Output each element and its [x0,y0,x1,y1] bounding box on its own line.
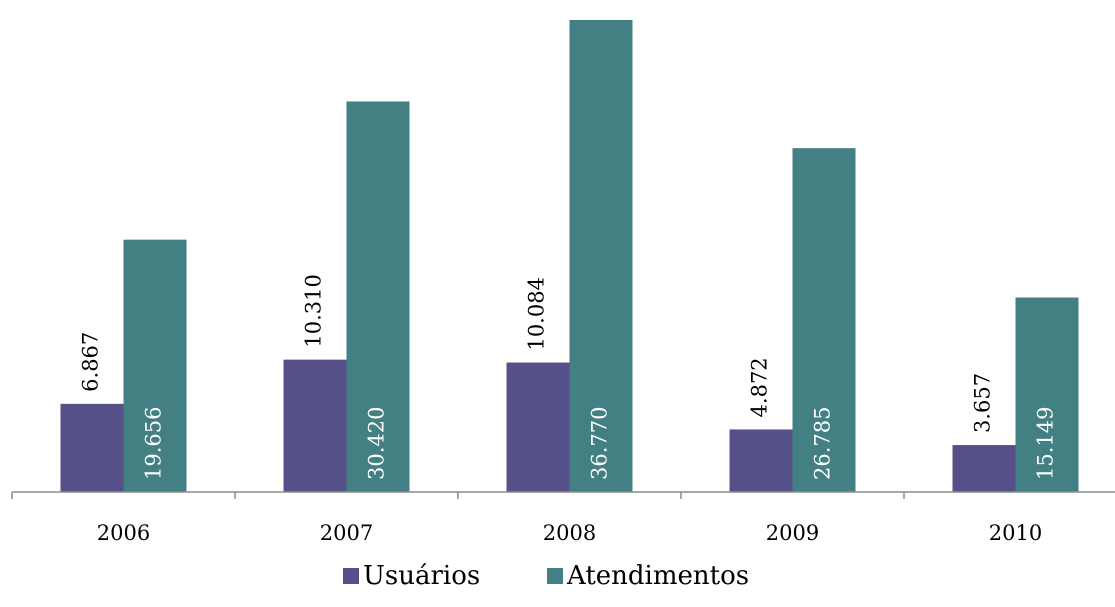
data-label-atendimentos-2006: 19.656 [142,407,166,480]
data-label-usuarios-2006: 6.867 [79,332,103,392]
legend: Usuários Atendimentos [343,561,749,591]
bar-usuarios-2007 [283,359,347,492]
x-tick-label-2010: 2010 [989,521,1042,545]
x-tick-label-2009: 2009 [766,521,819,545]
data-label-usuarios-2010: 3.657 [971,373,995,433]
x-tick-label-2008: 2008 [543,521,596,545]
data-label-atendimentos-2008: 36.770 [588,407,612,480]
legend-label-usuarios: Usuários [363,561,480,591]
x-tick-label-2007: 2007 [320,521,373,545]
bar-usuarios-2006 [60,403,124,492]
legend-label-atendimentos: Atendimentos [566,561,749,591]
data-label-atendimentos-2010: 15.149 [1034,407,1058,480]
data-label-atendimentos-2007: 30.420 [365,407,389,480]
bar-atendimentos-2010 [1015,297,1079,492]
data-label-usuarios-2007: 10.310 [302,274,326,347]
data-label-atendimentos-2009: 26.785 [811,407,835,480]
bars-group [60,19,1079,493]
x-axis: 2006 2007 2008 2009 2010 [11,491,1115,545]
bar-usuarios-2009 [729,429,793,492]
data-labels-group: 6.867 19.656 10.310 30.420 10.084 36.770 4.872… [79,274,1058,480]
data-label-usuarios-2009: 4.872 [748,357,772,417]
bar-atendimentos-2009 [792,148,856,492]
x-tick-label-2006: 2006 [97,521,150,545]
bar-usuarios-2010 [952,445,1016,492]
bar-atendimentos-2007 [346,101,410,493]
legend-swatch-atendimentos [547,568,563,584]
data-label-usuarios-2008: 10.084 [525,277,549,350]
bar-atendimentos-2008 [569,19,633,493]
bar-usuarios-2008 [506,362,570,492]
legend-swatch-usuarios [343,568,359,584]
bar-atendimentos-2006 [123,239,187,492]
